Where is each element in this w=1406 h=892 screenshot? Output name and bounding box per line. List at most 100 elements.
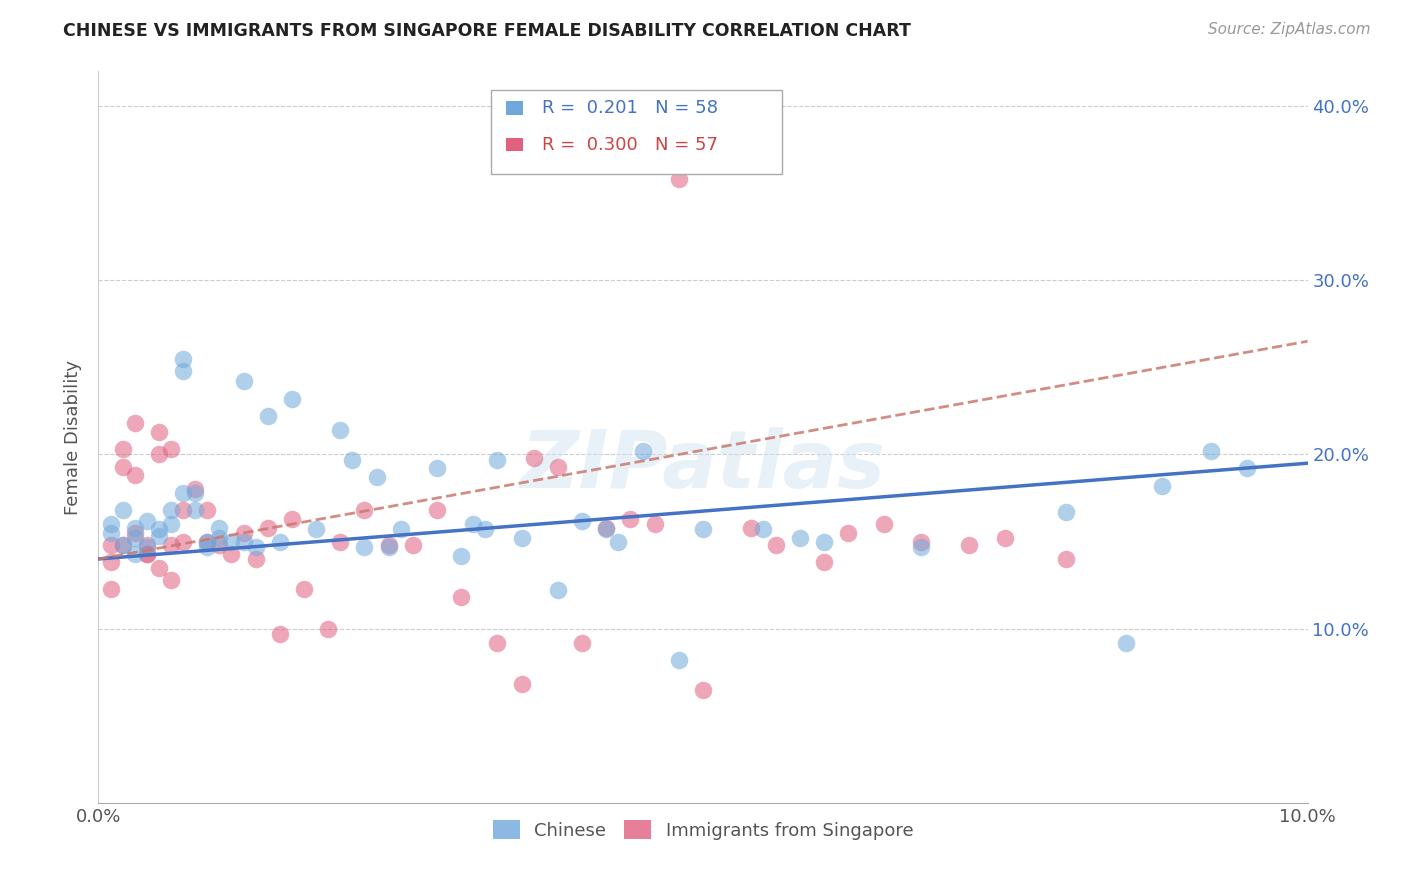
Point xyxy=(195,534,218,549)
Point xyxy=(668,172,690,186)
Point xyxy=(1054,552,1077,566)
Point xyxy=(450,591,472,605)
Point xyxy=(195,503,218,517)
Point xyxy=(148,425,170,439)
Point xyxy=(100,538,122,552)
Point xyxy=(135,547,157,561)
Point xyxy=(124,525,146,540)
Point xyxy=(160,573,183,587)
Point xyxy=(619,512,641,526)
Point xyxy=(160,517,183,532)
Point xyxy=(232,525,254,540)
Point xyxy=(402,538,425,552)
Point xyxy=(426,461,449,475)
Point xyxy=(281,392,304,406)
Point xyxy=(195,534,218,549)
Point xyxy=(172,534,194,549)
Text: R =  0.201   N = 58: R = 0.201 N = 58 xyxy=(543,99,718,117)
Point xyxy=(377,538,399,552)
Point xyxy=(1199,444,1222,458)
Point xyxy=(366,470,388,484)
Point xyxy=(595,521,617,535)
Point xyxy=(221,547,243,561)
Point xyxy=(256,409,278,424)
Point xyxy=(474,522,496,536)
FancyBboxPatch shape xyxy=(492,90,782,174)
Point xyxy=(221,534,243,549)
Point xyxy=(172,503,194,517)
Point xyxy=(172,364,194,378)
Point xyxy=(813,534,835,549)
Point xyxy=(547,583,569,598)
Point xyxy=(148,448,170,462)
Point xyxy=(1152,479,1174,493)
Point xyxy=(135,547,157,561)
Point xyxy=(148,560,170,574)
Point xyxy=(148,522,170,536)
Point xyxy=(160,442,183,457)
Point xyxy=(208,521,231,535)
Point xyxy=(269,627,291,641)
Point xyxy=(342,452,364,467)
Point xyxy=(377,540,399,554)
Point xyxy=(111,503,134,517)
Text: ZIPatlas: ZIPatlas xyxy=(520,427,886,506)
Point xyxy=(292,582,315,596)
Point xyxy=(547,459,569,474)
Point xyxy=(124,468,146,483)
Point xyxy=(607,534,630,549)
Point xyxy=(208,531,231,545)
Point xyxy=(111,538,134,552)
Point xyxy=(910,540,932,554)
Point xyxy=(172,485,194,500)
Point xyxy=(571,635,593,649)
Point xyxy=(135,514,157,528)
Point xyxy=(172,351,194,366)
Point xyxy=(631,444,654,458)
Point xyxy=(668,653,690,667)
Point xyxy=(957,538,980,552)
Point xyxy=(148,529,170,543)
Point xyxy=(208,538,231,552)
Point xyxy=(160,503,183,517)
Point xyxy=(692,682,714,697)
Point xyxy=(232,534,254,549)
Point xyxy=(124,531,146,545)
Point xyxy=(135,540,157,554)
Point xyxy=(910,534,932,549)
Point xyxy=(184,483,207,497)
Point xyxy=(316,622,339,636)
Point xyxy=(245,552,267,566)
Point xyxy=(111,442,134,457)
Point xyxy=(644,517,666,532)
Point xyxy=(281,512,304,526)
Point xyxy=(100,556,122,570)
Point xyxy=(100,517,122,532)
Point xyxy=(571,514,593,528)
Y-axis label: Female Disability: Female Disability xyxy=(63,359,82,515)
Point xyxy=(740,521,762,535)
Point xyxy=(135,538,157,552)
Point xyxy=(256,521,278,535)
Point xyxy=(1236,461,1258,475)
Point xyxy=(1115,635,1137,649)
Point xyxy=(765,538,787,552)
Point xyxy=(450,549,472,563)
Point xyxy=(124,416,146,430)
Point xyxy=(124,547,146,561)
Point xyxy=(510,677,533,691)
Point xyxy=(463,517,485,532)
Point xyxy=(595,522,617,536)
Text: R =  0.300   N = 57: R = 0.300 N = 57 xyxy=(543,136,718,153)
Point xyxy=(353,540,375,554)
Point xyxy=(994,531,1017,545)
Point xyxy=(1054,505,1077,519)
Point xyxy=(813,556,835,570)
Legend: Chinese, Immigrants from Singapore: Chinese, Immigrants from Singapore xyxy=(484,811,922,848)
Point xyxy=(692,522,714,536)
Point xyxy=(329,423,352,437)
Point xyxy=(486,452,509,467)
Point xyxy=(873,517,896,532)
Point xyxy=(100,582,122,596)
Point xyxy=(160,538,183,552)
